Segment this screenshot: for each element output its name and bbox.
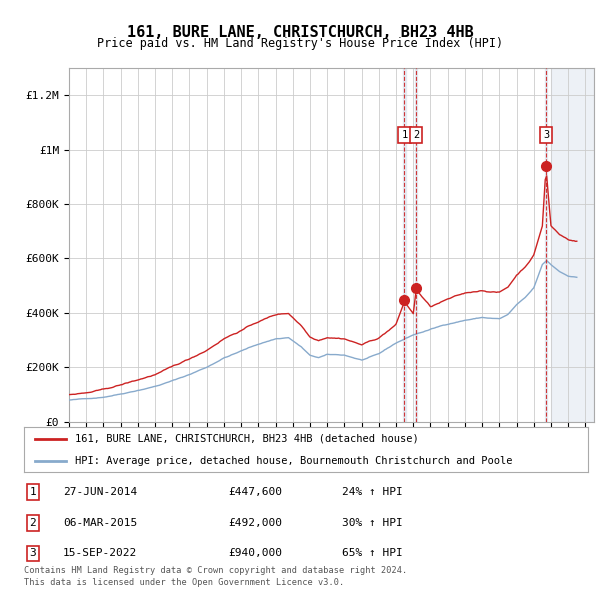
- Text: 2: 2: [413, 130, 419, 140]
- Text: 1: 1: [401, 130, 407, 140]
- Text: HPI: Average price, detached house, Bournemouth Christchurch and Poole: HPI: Average price, detached house, Bour…: [75, 455, 512, 466]
- Text: £492,000: £492,000: [228, 518, 282, 527]
- Bar: [403, 68, 406, 422]
- Text: 161, BURE LANE, CHRISTCHURCH, BH23 4HB (detached house): 161, BURE LANE, CHRISTCHURCH, BH23 4HB (…: [75, 434, 419, 444]
- Bar: [545, 68, 547, 422]
- Text: 24% ↑ HPI: 24% ↑ HPI: [342, 487, 403, 497]
- Text: 3: 3: [543, 130, 549, 140]
- Text: 06-MAR-2015: 06-MAR-2015: [63, 518, 137, 527]
- Text: £940,000: £940,000: [228, 549, 282, 558]
- Text: 1: 1: [29, 487, 37, 497]
- Text: Price paid vs. HM Land Registry's House Price Index (HPI): Price paid vs. HM Land Registry's House …: [97, 37, 503, 50]
- Text: 65% ↑ HPI: 65% ↑ HPI: [342, 549, 403, 558]
- Text: £447,600: £447,600: [228, 487, 282, 497]
- Text: 27-JUN-2014: 27-JUN-2014: [63, 487, 137, 497]
- Text: Contains HM Land Registry data © Crown copyright and database right 2024.: Contains HM Land Registry data © Crown c…: [24, 566, 407, 575]
- Text: 15-SEP-2022: 15-SEP-2022: [63, 549, 137, 558]
- Text: 2: 2: [29, 518, 37, 527]
- Bar: [415, 68, 418, 422]
- Text: This data is licensed under the Open Government Licence v3.0.: This data is licensed under the Open Gov…: [24, 578, 344, 587]
- Text: 3: 3: [29, 549, 37, 558]
- Text: 161, BURE LANE, CHRISTCHURCH, BH23 4HB: 161, BURE LANE, CHRISTCHURCH, BH23 4HB: [127, 25, 473, 40]
- Bar: [551, 68, 594, 422]
- Text: 30% ↑ HPI: 30% ↑ HPI: [342, 518, 403, 527]
